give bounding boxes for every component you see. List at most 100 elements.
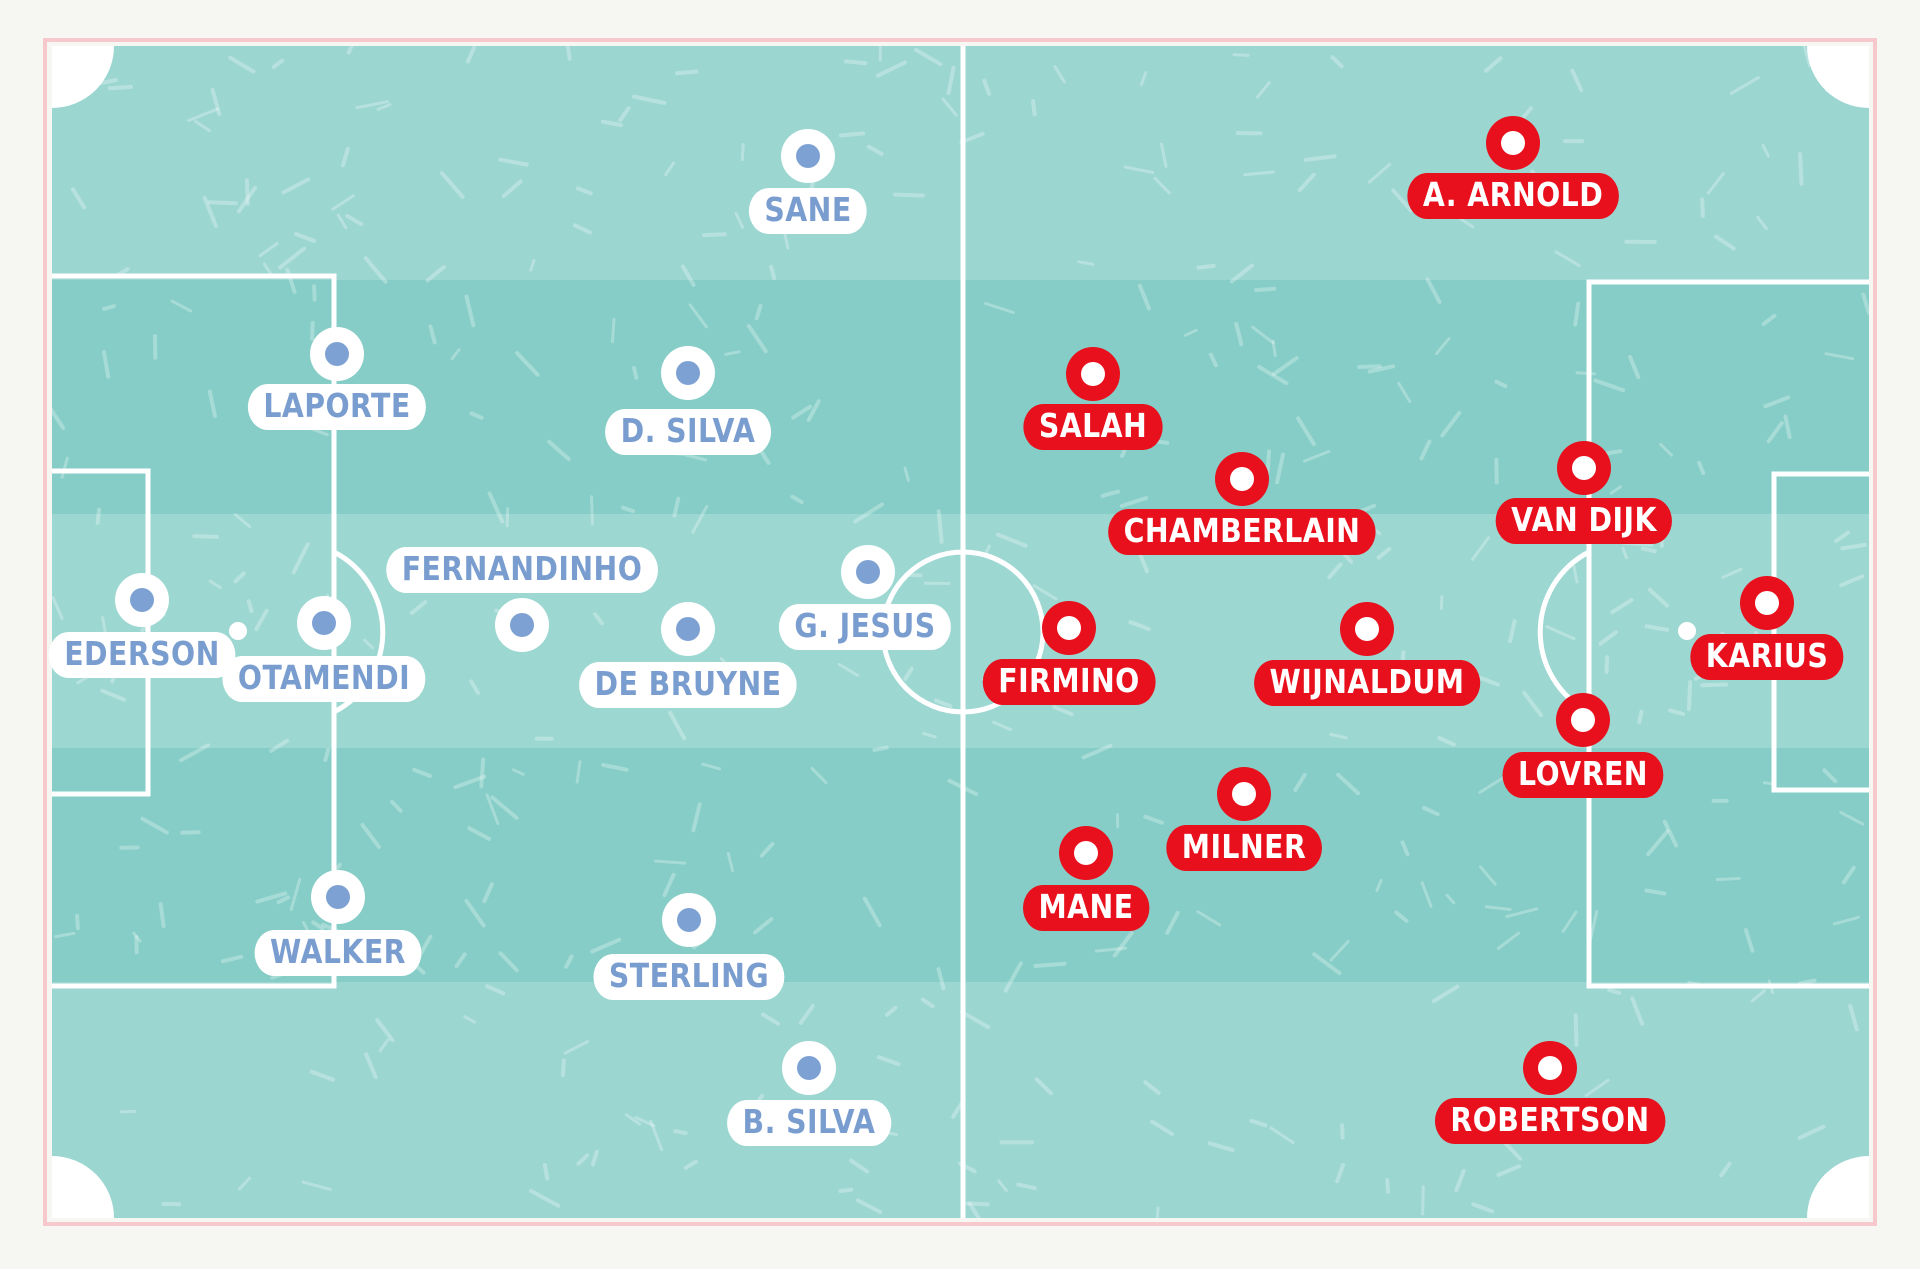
confetti-dash [501,179,523,198]
confetti-dash [936,509,944,544]
confetti-dash [769,265,777,281]
player-name: SALAH [1023,404,1163,450]
confetti-dash [759,842,775,858]
confetti-dash [1207,1141,1235,1152]
confetti-dash [236,185,257,214]
confetti-dash [1610,598,1634,615]
confetti-dash [278,246,307,270]
confetti-dash [294,232,317,243]
player-name: DE BRUYNE [579,662,797,708]
confetti-dash [418,934,433,957]
confetti-dash [207,389,217,418]
confetti-dash [1165,910,1180,935]
confetti-dash [439,171,465,199]
confetti-dash [1053,65,1066,84]
confetti-dash [1630,996,1645,1026]
confetti-dash [498,157,529,167]
confetti-dash [724,350,741,356]
player-name: WIJNALDUM [1254,660,1480,706]
confetti-dash [1391,188,1413,213]
confetti-dash [1229,263,1254,284]
confetti-dash [1607,988,1622,995]
confetti-dash [920,997,935,1009]
confetti-dash [1575,371,1596,376]
confetti-dash [1706,172,1725,195]
confetti-dash [238,1176,251,1191]
confetti-dash [691,802,702,833]
confetti-dash [982,78,992,96]
confetti-dash [312,284,317,302]
confetti-dash [590,937,622,954]
right-goal-box [1771,471,1869,793]
confetti-dash [997,1179,1008,1192]
confetti-dash [791,404,812,420]
player-marker [1066,347,1120,401]
confetti-dash [621,505,636,514]
confetti-dash [1196,263,1216,270]
confetti-dash [228,55,256,74]
confetti-dash [505,507,510,528]
confetti-dash [611,317,616,344]
confetti-dash [1686,680,1693,711]
confetti-dash [1251,325,1275,345]
confetti-dash [336,213,348,230]
confetti-dash [1336,772,1360,796]
confetti-dash [323,747,331,762]
player-marker [1556,693,1610,747]
confetti-dash [1394,910,1409,923]
confetti-dash [469,411,484,420]
confetti-dash [1520,106,1533,120]
confetti-dash [1573,301,1581,327]
confetti-dash [853,502,884,524]
confetti-dash [1153,176,1171,195]
player-marker [1523,1041,1577,1095]
confetti-dash [1609,485,1622,495]
player-marker [662,893,716,947]
confetti-dash [1700,197,1705,218]
confetti-dash [691,504,709,534]
confetti-dash [485,984,506,996]
confetti-dash [1271,356,1299,376]
confetti-dash [1077,260,1095,266]
player-marker [310,327,364,381]
confetti-dash [102,350,111,379]
confetti-dash [1255,81,1271,99]
confetti-dash [529,1188,561,1208]
player-name: MILNER [1166,825,1322,871]
confetti-dash [464,898,486,928]
confetti-dash [1420,881,1433,908]
confetti-dash [1296,416,1316,447]
confetti-dash [1743,928,1755,953]
confetti-dash [192,534,219,539]
left-penalty-spot [229,622,247,640]
player-name: ROBERTSON [1434,1098,1666,1144]
confetti-dash [1329,940,1350,962]
confetti-dash [71,187,87,210]
confetti-dash [1385,1178,1390,1194]
confetti-dash [1554,250,1581,268]
player-marker [781,129,835,183]
confetti-dash [946,65,956,95]
confetti-dash [1570,68,1584,93]
confetti-dash [254,608,269,632]
corner-arc-bottom-right [1807,1156,1869,1218]
confetti-dash [1729,76,1760,95]
confetti-dash [632,366,639,380]
corner-arc-top-left [52,46,114,108]
confetti-dash [529,259,536,272]
confetti-dash [52,596,64,620]
confetti-dash [1330,55,1344,69]
player-marker [1740,576,1794,630]
confetti-dash [885,1005,898,1017]
confetti-dash [281,177,311,195]
confetti-dash [1644,888,1667,896]
player-marker [495,598,549,652]
confetti-dash [1032,584,1058,601]
confetti-dash [683,1159,698,1170]
confetti-dash [701,762,722,771]
player-name: MANE [1022,885,1150,931]
confetti-dash [1357,364,1382,369]
confetti-dash [1505,907,1539,918]
confetti-dash [702,232,727,238]
confetti-dash [341,146,350,168]
